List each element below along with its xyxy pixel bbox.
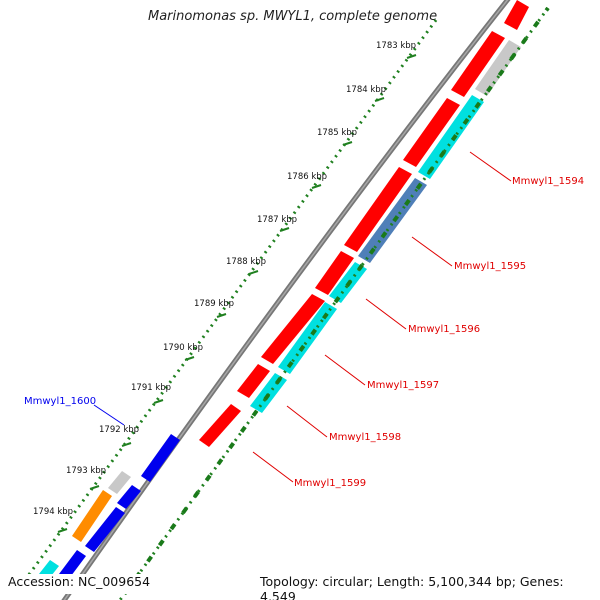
inner-dotted-track: [118, 6, 550, 600]
cds-arrow: [403, 98, 460, 167]
tick-label: 1787 kbp: [257, 215, 297, 225]
tick-label: 1791 kbp: [131, 383, 171, 393]
cds-arrow: [344, 167, 412, 252]
cds-arrow: [315, 251, 354, 295]
tick-label: 1786 kbp: [287, 172, 327, 182]
cds-arrow: [108, 471, 131, 494]
tick-label: 1792 kbp: [99, 425, 139, 435]
cds-arrow: [261, 294, 325, 364]
cds-arrow: [117, 485, 141, 509]
similarity-track: [250, 40, 521, 413]
tick-label: 1784 kbp: [346, 85, 386, 95]
gene-leader-lines: [93, 151, 512, 483]
cds-arrow: [199, 404, 241, 447]
gene-label-mmwyl1-1599: Mmwyl1_1599: [294, 478, 366, 489]
cds-arrow: [141, 434, 180, 482]
gene-label-mmwyl1-1598: Mmwyl1_1598: [329, 432, 401, 443]
gene-label-mmwyl1-1597: Mmwyl1_1597: [367, 380, 439, 391]
cds-arrow: [451, 31, 505, 97]
gene-block: [475, 40, 521, 96]
cds-arrow: [504, 0, 529, 30]
tick-label: 1785 kbp: [317, 128, 357, 138]
cds-arrow: [85, 507, 125, 552]
tick-label: 1794 kbp: [33, 507, 73, 517]
gene-label-mmwyl1-1595: Mmwyl1_1595: [454, 261, 526, 272]
cds-arrow: [237, 364, 270, 398]
genome-backbone: [61, 0, 511, 600]
map-title: Marinomonas sp. MWYL1, complete genome: [148, 9, 438, 24]
gene-label-mmwyl1-1596: Mmwyl1_1596: [408, 324, 480, 335]
accession-text: Accession: NC_009654: [8, 574, 151, 594]
forward-strand-cds: [199, 0, 529, 447]
tick-label: 1790 kbp: [163, 343, 203, 353]
gene-label-mmwyl1-1594: Mmwyl1_1594: [512, 176, 584, 187]
tick-label: 1788 kbp: [226, 257, 266, 267]
cds-arrow: [59, 550, 86, 580]
gene-labels: Mmwyl1_1594 Mmwyl1_1595 Mmwyl1_1596 Mmwy…: [24, 176, 584, 489]
tick-label: 1789 kbp: [194, 299, 234, 309]
tick-marks: [57, 54, 417, 533]
tick-label: 1793 kbp: [66, 466, 106, 476]
gene-block: [358, 178, 427, 263]
cds-arrow: [72, 490, 112, 542]
gene-block: [418, 95, 484, 179]
gene-label-mmwyl1-1600: Mmwyl1_1600: [24, 396, 96, 407]
tick-labels: 1783 kbp 1784 kbp 1785 kbp 1786 kbp 1787…: [33, 41, 416, 517]
tick-label: 1783 kbp: [376, 41, 416, 51]
genome-stats-text: Topology: circular; Length: 5,100,344 bp…: [260, 574, 600, 600]
